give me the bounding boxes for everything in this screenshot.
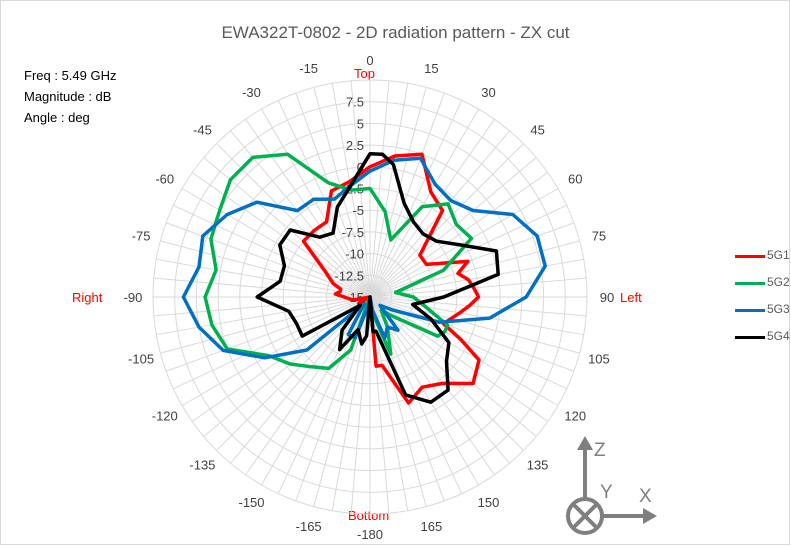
grid-spoke — [216, 296, 371, 451]
direction-label-left: Left — [620, 290, 642, 305]
grid-spoke — [369, 108, 479, 298]
angle-tick-label: 120 — [564, 409, 586, 424]
grid-spoke — [160, 240, 371, 298]
legend-item-5g1: 5G1 — [735, 248, 791, 264]
grid-spoke — [369, 296, 587, 317]
angle-tick-label: -150 — [238, 495, 264, 510]
grid-spoke — [181, 188, 371, 298]
grid-spoke — [173, 204, 371, 298]
grid-spoke — [295, 92, 371, 298]
legend-swatch-5g1 — [735, 255, 765, 258]
x-axis-label: X — [639, 486, 652, 507]
direction-label-top: Top — [354, 66, 375, 81]
grid-spoke — [191, 172, 371, 298]
angle-tick-label: 45 — [530, 122, 544, 137]
grid-spoke — [369, 296, 575, 372]
series-line-5g4 — [255, 152, 500, 404]
grid-spoke — [369, 87, 427, 298]
legend-swatch-5g3 — [735, 309, 765, 312]
radial-tick-label: 5 — [357, 116, 364, 131]
angle-tick-label: -45 — [193, 122, 212, 137]
info-magnitude: Magnitude : dB — [24, 89, 112, 104]
grid-spoke — [165, 296, 371, 372]
z-axis-arrow — [577, 436, 593, 506]
radial-tick-label: -12.5 — [334, 268, 364, 283]
radial-tick-label: -7.5 — [342, 225, 364, 240]
chart-title: EWA322T-0802 - 2D radiation pattern - ZX… — [221, 23, 570, 42]
radial-tick-label: 7.5 — [346, 95, 364, 110]
angle-tick-label: 135 — [527, 458, 549, 473]
info-frequency: Freq : 5.49 GHz — [24, 68, 117, 83]
angle-tick-label: -165 — [296, 519, 322, 534]
grid-spoke — [245, 118, 371, 298]
grid-spoke — [156, 258, 371, 298]
legend-item-5g3: 5G3 — [735, 302, 791, 318]
grid-spoke — [369, 296, 559, 406]
angle-tick-label: 165 — [420, 519, 442, 534]
grid-spoke — [331, 296, 371, 511]
angle-tick-label: -75 — [132, 229, 151, 244]
legend-label-5g1: 5G1 — [767, 248, 790, 262]
angle-tick-label: -105 — [128, 351, 154, 366]
z-axis-label: Z — [594, 440, 606, 461]
grid-spoke — [313, 296, 371, 507]
y-axis-label: Y — [600, 482, 613, 503]
legend-swatch-5g2 — [735, 282, 765, 285]
grid-spoke — [369, 83, 409, 298]
legend-item-5g2: 5G2 — [735, 275, 791, 291]
legend-label-5g2: 5G2 — [767, 275, 790, 289]
grid-spoke — [369, 157, 537, 298]
direction-label-bottom: Bottom — [348, 508, 390, 523]
grid-spoke — [277, 296, 371, 494]
angle-tick-label: -180 — [357, 527, 383, 542]
axis-orientation-symbol: Z Y X — [566, 436, 657, 535]
angle-tick-label: 150 — [478, 495, 500, 510]
radial-tick-label: -10 — [345, 247, 364, 262]
grid-spoke — [369, 92, 445, 298]
angle-tick-label: 105 — [588, 351, 610, 366]
grid-spoke — [245, 296, 371, 476]
angle-tick-label: 30 — [481, 85, 495, 100]
grid-spoke — [369, 222, 575, 298]
direction-label-right: Right — [72, 290, 103, 305]
angle-tick-label: 90 — [600, 290, 614, 305]
radial-tick-label: 2.5 — [346, 138, 364, 153]
grid-spoke — [369, 172, 549, 298]
grid-spoke — [369, 204, 567, 298]
grid-spoke — [369, 296, 580, 354]
radial-tick-label: -5 — [352, 203, 364, 218]
angle-tick-label: -15 — [299, 61, 318, 76]
grid-spoke — [369, 296, 584, 336]
angle-tick-label: -120 — [152, 409, 178, 424]
angle-tick-label: 75 — [592, 229, 606, 244]
grid-spoke — [156, 296, 371, 336]
angle-tick-label: -135 — [189, 458, 215, 473]
grid-spoke — [369, 188, 559, 298]
grid-spoke — [173, 296, 371, 390]
grid-spoke — [369, 118, 495, 298]
grid-spoke — [261, 108, 371, 298]
legend-swatch-5g4 — [735, 336, 765, 339]
grid-spoke — [369, 143, 524, 298]
legend-label-5g3: 5G3 — [767, 302, 790, 316]
legend-label-5g4: 5G4 — [767, 329, 790, 343]
angle-tick-label: 0 — [366, 53, 373, 68]
grid-spoke — [369, 100, 463, 298]
y-axis-symbol-icon — [566, 497, 604, 535]
angle-tick-label: -90 — [124, 290, 143, 305]
angle-tick-label: -30 — [242, 85, 261, 100]
legend-item-5g4: 5G4 — [735, 329, 791, 345]
angle-tick-label: -60 — [155, 172, 174, 187]
grid-spoke — [160, 296, 371, 354]
grid-spoke — [369, 80, 390, 298]
angle-tick-label: 15 — [424, 61, 438, 76]
series-line-5g1 — [301, 152, 481, 405]
info-angle: Angle : deg — [24, 110, 90, 125]
angle-tick-label: 60 — [568, 172, 582, 187]
grid-spoke — [369, 258, 584, 298]
